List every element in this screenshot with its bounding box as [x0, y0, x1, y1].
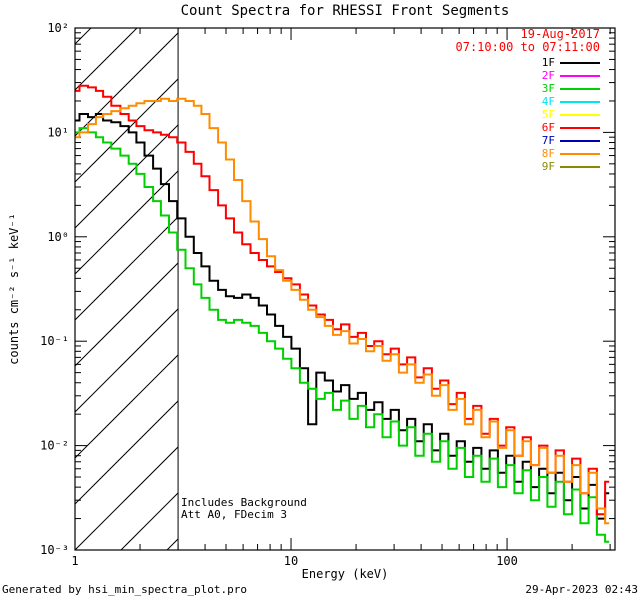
legend-line: [560, 165, 600, 168]
y-tick-label: 10⁻³: [40, 543, 69, 557]
y-tick-label: 10⁻²: [40, 439, 69, 453]
legend-label: 1F: [541, 56, 555, 69]
series-1F-line: [75, 113, 610, 520]
hatch-region: [75, 28, 179, 550]
legend-item-2F: 2F: [542, 69, 600, 82]
y-tick-label: 10⁰: [47, 230, 69, 244]
legend-line: [560, 100, 600, 103]
y-tick-label: 10⁻¹: [40, 334, 69, 348]
legend-label: 9F: [541, 160, 555, 173]
legend-line: [560, 139, 600, 142]
attenuator-note: Att A0, FDecim 3: [181, 508, 287, 521]
legend-item-3F: 3F: [542, 82, 600, 95]
legend: 1F 2F 3F 4F 5F 6F 7F 8F 9F: [542, 56, 600, 173]
y-tick-label: 10²: [47, 21, 69, 35]
creation-timestamp: 29-Apr-2023 02:43: [525, 583, 638, 596]
observation-date: 19-Aug-2017: [520, 27, 600, 41]
page-title: Count Spectra for RHESSI Front Segments: [180, 3, 510, 19]
x-tick-label: 10: [284, 554, 298, 568]
legend-line: [560, 152, 600, 155]
legend-line: [560, 113, 600, 116]
background-note: Includes Background: [181, 496, 307, 509]
legend-label: 2F: [541, 69, 555, 82]
series-8F-line: [75, 97, 610, 525]
observation-time-range: 07:10:00 to 07:11:00: [455, 40, 601, 54]
legend-line: [560, 126, 600, 129]
legend-line: [560, 87, 600, 90]
legend-item-5F: 5F: [542, 108, 600, 121]
legend-item-8F: 8F: [542, 147, 600, 160]
legend-label: 8F: [541, 147, 555, 160]
legend-label: 3F: [541, 82, 555, 95]
legend-item-4F: 4F: [542, 95, 600, 108]
y-tick-label: 10¹: [47, 125, 69, 139]
legend-label: 7F: [541, 134, 555, 147]
legend-item-7F: 7F: [542, 134, 600, 147]
generated-by-text: Generated by hsi_min_spectra_plot.pro: [2, 583, 248, 596]
tick-labels: 1 10 100 10² 10¹ 10⁰ 10⁻¹ 10⁻² 10⁻³: [40, 21, 518, 568]
legend-item-9F: 9F: [542, 160, 600, 173]
series-3F-line: [75, 127, 610, 543]
legend-label: 6F: [541, 121, 555, 134]
legend-item-6F: 6F: [542, 121, 600, 134]
series-6F-line: [75, 84, 610, 516]
axis-ticks: [74, 27, 615, 551]
legend-item-1F: 1F: [542, 56, 600, 69]
x-tick-label: 1: [71, 554, 78, 568]
x-tick-label: 100: [496, 554, 518, 568]
x-axis-label: Energy (keV): [301, 567, 389, 581]
legend-label: 5F: [541, 108, 555, 121]
plot-frame: [74, 27, 616, 551]
legend-label: 4F: [541, 95, 555, 108]
y-axis-label: counts cm⁻² s⁻¹ keV⁻¹: [7, 213, 21, 365]
legend-line: [560, 61, 600, 64]
legend-line: [560, 74, 600, 77]
